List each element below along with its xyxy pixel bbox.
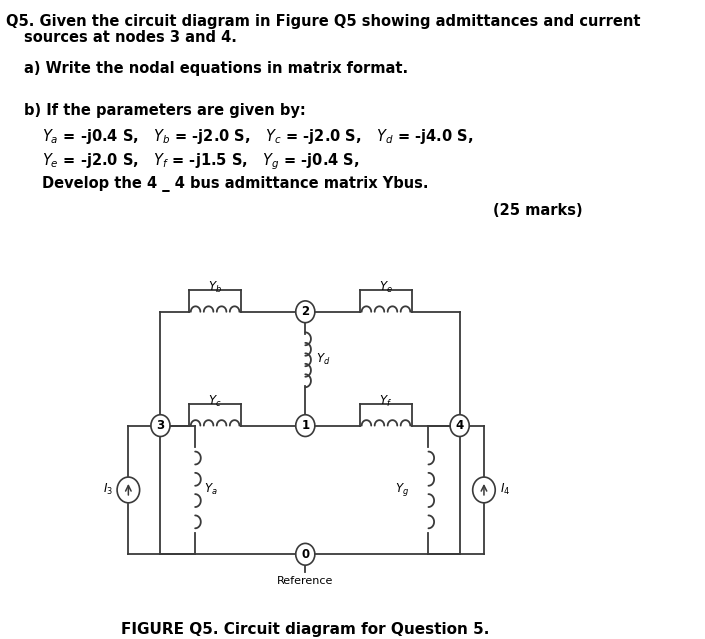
Circle shape: [296, 543, 315, 565]
Text: b) If the parameters are given by:: b) If the parameters are given by:: [24, 103, 306, 118]
Text: Develop the 4 _ 4 bus admittance matrix Ybus.: Develop the 4 _ 4 bus admittance matrix …: [42, 176, 428, 192]
Text: $Y_e$: $Y_e$: [379, 280, 393, 295]
Text: $Y_d$: $Y_d$: [316, 351, 330, 367]
Circle shape: [296, 415, 315, 436]
Circle shape: [117, 477, 140, 503]
Text: a) Write the nodal equations in matrix format.: a) Write the nodal equations in matrix f…: [24, 61, 408, 77]
Text: $Y_b$: $Y_b$: [208, 280, 222, 295]
Text: 0: 0: [301, 548, 309, 561]
Text: FIGURE Q5. Circuit diagram for Question 5.: FIGURE Q5. Circuit diagram for Question …: [121, 622, 489, 636]
Text: $I_3$: $I_3$: [103, 482, 113, 498]
Text: $Y_e$ = -j2.0 S,   $Y_f$ = -j1.5 S,   $Y_g$ = -j0.4 S,: $Y_e$ = -j2.0 S, $Y_f$ = -j1.5 S, $Y_g$ …: [42, 151, 359, 172]
Text: $Y_g$: $Y_g$: [396, 481, 410, 498]
Text: $Y_a$: $Y_a$: [204, 482, 218, 498]
Circle shape: [472, 477, 495, 503]
Text: 2: 2: [301, 305, 309, 318]
Text: $Y_a$ = -j0.4 S,   $Y_b$ = -j2.0 S,   $Y_c$ = -j2.0 S,   $Y_d$ = -j4.0 S,: $Y_a$ = -j0.4 S, $Y_b$ = -j2.0 S, $Y_c$ …: [42, 127, 473, 146]
Circle shape: [450, 415, 470, 436]
Text: $I_4$: $I_4$: [500, 482, 510, 498]
Text: $Y_f$: $Y_f$: [379, 394, 393, 409]
Text: $Y_c$: $Y_c$: [208, 394, 222, 409]
Circle shape: [296, 301, 315, 323]
Text: 3: 3: [157, 419, 164, 432]
Circle shape: [151, 415, 170, 436]
Text: (25 marks): (25 marks): [493, 203, 583, 218]
Text: 1: 1: [301, 419, 309, 432]
Text: Q5. Given the circuit diagram in Figure Q5 showing admittances and current: Q5. Given the circuit diagram in Figure …: [6, 14, 641, 29]
Text: 4: 4: [455, 419, 464, 432]
Text: Reference: Reference: [277, 576, 333, 586]
Text: sources at nodes 3 and 4.: sources at nodes 3 and 4.: [24, 29, 237, 45]
